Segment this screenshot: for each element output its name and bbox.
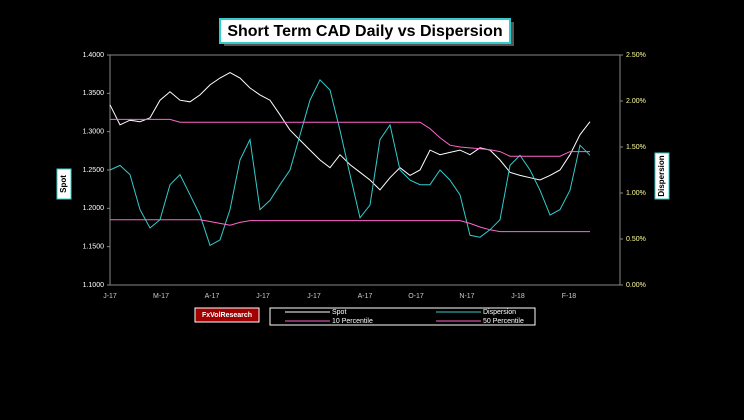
y-tick-label: 1.1500 [83, 244, 105, 251]
title-box [219, 18, 511, 44]
x-tick-label: A-17 [205, 293, 220, 300]
legend-label: Spot [332, 309, 346, 316]
y2-tick-label: 0.50% [626, 236, 646, 243]
y-label-box [56, 168, 72, 200]
y-axis-label: Spot [59, 175, 68, 193]
y-tick-label: 1.4000 [83, 52, 105, 59]
x-tick-label: F-18 [562, 293, 577, 300]
x-tick-label: J-18 [511, 293, 525, 300]
y2-tick-label: 1.50% [626, 144, 646, 151]
chart-title: Short Term CAD Daily vs Dispersion [227, 23, 502, 40]
y-tick-label: 1.3500 [83, 90, 105, 97]
plot-frame [109, 54, 621, 286]
y-tick-label: 1.2500 [83, 167, 105, 174]
x-tick-label: A-17 [358, 293, 373, 300]
x-tick-label: N-17 [459, 293, 474, 300]
source-box [194, 307, 260, 323]
x-tick-label: J-17 [307, 293, 321, 300]
y2-tick-label: 2.50% [626, 52, 646, 59]
y2-label-box [654, 152, 670, 200]
y2-tick-label: 1.00% [626, 190, 646, 197]
series-line [110, 219, 590, 233]
source: FxVolResearch [202, 312, 252, 319]
y2-axis-label: Dispersion [657, 155, 666, 196]
x-tick-label: O-17 [408, 293, 424, 300]
x-tick-label: J-17 [103, 293, 117, 300]
legend-label: 50 Percentile [483, 318, 524, 325]
legend-label: 10 Percentile [332, 318, 373, 325]
y2-tick-label: 2.00% [626, 98, 646, 105]
series-line [109, 72, 591, 191]
series-line [110, 118, 590, 157]
legend-label: Dispersion [483, 309, 516, 316]
y-tick-label: 1.2000 [83, 205, 105, 212]
x-tick-label: J-17 [256, 293, 270, 300]
x-tick-label: M-17 [153, 293, 169, 300]
series-line [109, 78, 591, 247]
y-tick-label: 1.1000 [83, 282, 105, 289]
y2-tick-label: 0.00% [626, 282, 646, 289]
y-tick-label: 1.3000 [83, 129, 105, 136]
